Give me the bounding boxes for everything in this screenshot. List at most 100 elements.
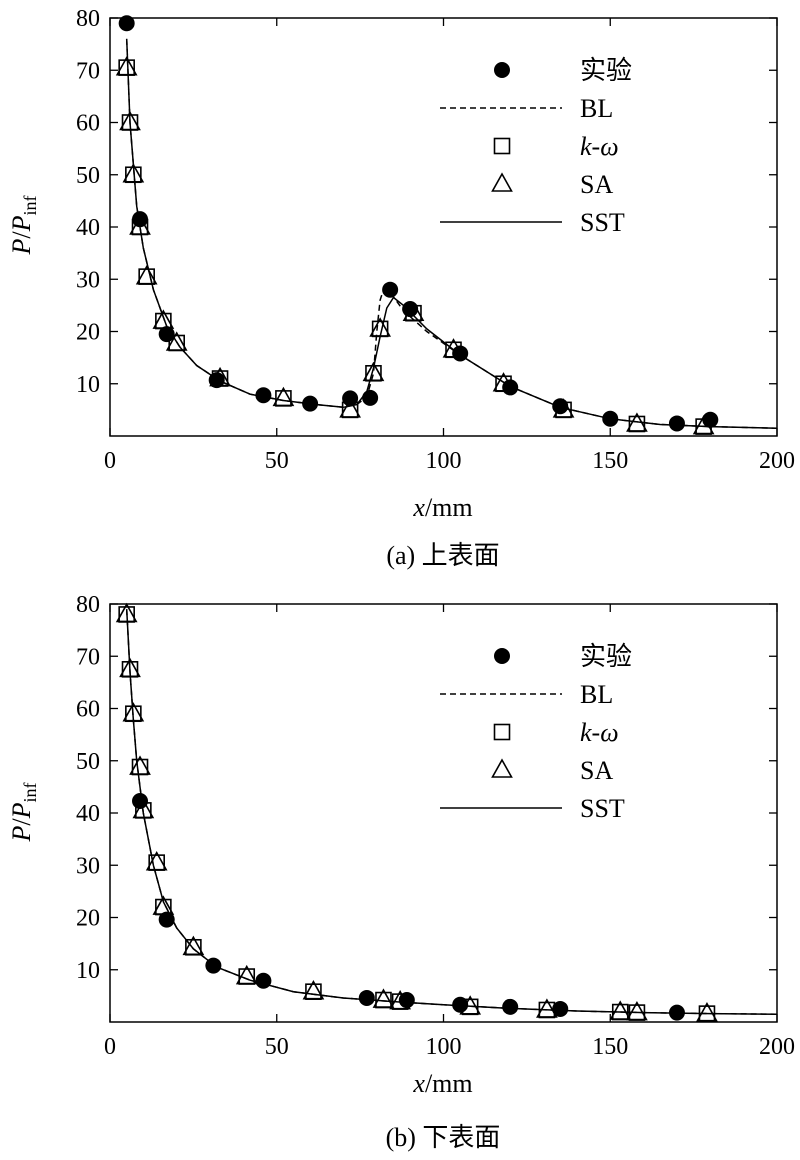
x-tick-label: 150 xyxy=(592,1034,628,1060)
data-point-experiment xyxy=(358,989,375,1006)
y-tick-label: 60 xyxy=(76,697,100,723)
data-point-sa xyxy=(626,412,648,432)
data-point-sa xyxy=(302,980,325,1000)
data-point-sa xyxy=(235,964,258,985)
data-point-sa xyxy=(372,988,395,1008)
data-point-sa xyxy=(402,301,425,322)
legend-label: BL xyxy=(580,94,613,123)
xlabel-lower: x/mm xyxy=(412,1069,472,1098)
data-point-sa xyxy=(362,361,385,382)
legend-label: 实验 xyxy=(580,642,632,671)
legend-symbol xyxy=(494,648,510,664)
legend-label: k-ω xyxy=(580,132,619,161)
y-tick-label: 50 xyxy=(76,749,100,775)
data-point-sa xyxy=(536,998,558,1018)
data-point-experiment xyxy=(502,998,519,1015)
data-point-experiment xyxy=(668,415,685,432)
xlabel-upper: x/mm xyxy=(412,493,472,522)
x-tick-label: 0 xyxy=(104,448,116,474)
y-tick-label: 50 xyxy=(76,163,100,189)
plot-frame xyxy=(109,17,778,437)
y-tick-label: 30 xyxy=(76,853,100,879)
data-point-experiment xyxy=(205,957,222,974)
legend-symbol xyxy=(493,137,511,155)
data-point-sa xyxy=(132,798,155,819)
legend-symbol xyxy=(493,723,511,741)
data-point-sa xyxy=(152,895,175,915)
data-point-experiment xyxy=(382,281,399,298)
y-tick-label: 40 xyxy=(76,801,100,827)
data-point-sa xyxy=(152,309,175,329)
x-tick-label: 200 xyxy=(759,448,795,474)
y-tick-label: 40 xyxy=(76,215,100,241)
data-point-sa xyxy=(389,989,412,1010)
chart-panel-upper-surface: 0 50 100 150 200 10 20 30 40 50 60 70 80 实验 BL k-ω SA SST xyxy=(76,6,795,474)
legend-label: SST xyxy=(580,208,625,237)
data-point-experiment xyxy=(158,326,175,343)
data-point-experiment xyxy=(255,972,272,989)
legend-symbol xyxy=(494,62,510,78)
data-point-sa xyxy=(459,995,482,1015)
y-tick-label: 70 xyxy=(76,644,100,670)
data-point-sa xyxy=(552,398,575,418)
data-point-experiment xyxy=(302,395,319,412)
series-line-bl xyxy=(125,38,778,429)
y-tick-label: 10 xyxy=(76,958,100,984)
data-point-sa xyxy=(165,331,188,351)
data-point-sa xyxy=(609,1000,632,1020)
legend-label: 实验 xyxy=(580,56,632,85)
y-tick-label: 60 xyxy=(76,111,100,137)
data-point-sa xyxy=(182,935,205,956)
y-tick-label: 20 xyxy=(76,906,100,932)
series-line-sst xyxy=(125,38,778,429)
legend-label: k-ω xyxy=(580,718,619,747)
legend-symbol xyxy=(491,172,513,192)
series-line-bl xyxy=(125,609,778,1015)
x-tick-label: 50 xyxy=(265,1034,289,1060)
data-point-experiment xyxy=(118,15,135,32)
data-point-sa xyxy=(696,1002,718,1022)
y-tick-label: 80 xyxy=(76,6,100,32)
legend-symbol xyxy=(491,758,513,778)
data-point-sa xyxy=(626,1000,648,1021)
caption-lower: (b) 下表面 xyxy=(386,1123,501,1152)
x-tick-label: 200 xyxy=(759,1034,795,1060)
data-point-sa xyxy=(492,372,515,392)
legend-label: BL xyxy=(580,680,613,709)
x-tick-label: 100 xyxy=(426,448,462,474)
legend-label: SST xyxy=(580,794,625,823)
data-point-sa xyxy=(129,215,151,235)
legend-label: SA xyxy=(580,756,613,785)
ylabel-upper: P/Pinf xyxy=(7,195,40,255)
x-tick-label: 150 xyxy=(592,448,628,474)
chart-panel-lower-surface: 0 50 100 150 200 10 20 30 40 50 60 70 80 实验 BL k-ω SA SST xyxy=(76,592,795,1060)
y-tick-label: 30 xyxy=(76,267,100,293)
y-tick-label: 20 xyxy=(76,320,100,346)
data-point-sa xyxy=(119,657,141,678)
y-tick-label: 80 xyxy=(76,592,100,618)
data-point-sa xyxy=(145,850,168,871)
data-point-sa xyxy=(115,602,138,623)
data-point-sa xyxy=(135,264,158,285)
data-point-sa xyxy=(442,338,465,358)
data-point-sa xyxy=(339,398,361,418)
x-tick-label: 0 xyxy=(104,1034,116,1060)
x-tick-label: 100 xyxy=(426,1034,462,1060)
series-line-sst xyxy=(125,609,778,1015)
data-point-experiment xyxy=(158,911,175,928)
ylabel-lower: P/Pinf xyxy=(7,782,40,842)
y-tick-label: 10 xyxy=(76,372,100,398)
x-tick-label: 50 xyxy=(265,448,289,474)
data-point-experiment xyxy=(255,387,272,404)
data-point-sa xyxy=(119,110,141,131)
data-point-sa xyxy=(369,317,391,337)
data-point-experiment xyxy=(668,1004,685,1021)
data-point-sa xyxy=(272,386,295,407)
data-point-experiment xyxy=(362,389,379,406)
data-point-experiment xyxy=(552,1000,569,1017)
data-point-sa xyxy=(122,163,145,183)
data-point-sa xyxy=(209,366,231,387)
caption-upper: (a) 上表面 xyxy=(386,541,499,570)
legend-label: SA xyxy=(580,170,613,199)
